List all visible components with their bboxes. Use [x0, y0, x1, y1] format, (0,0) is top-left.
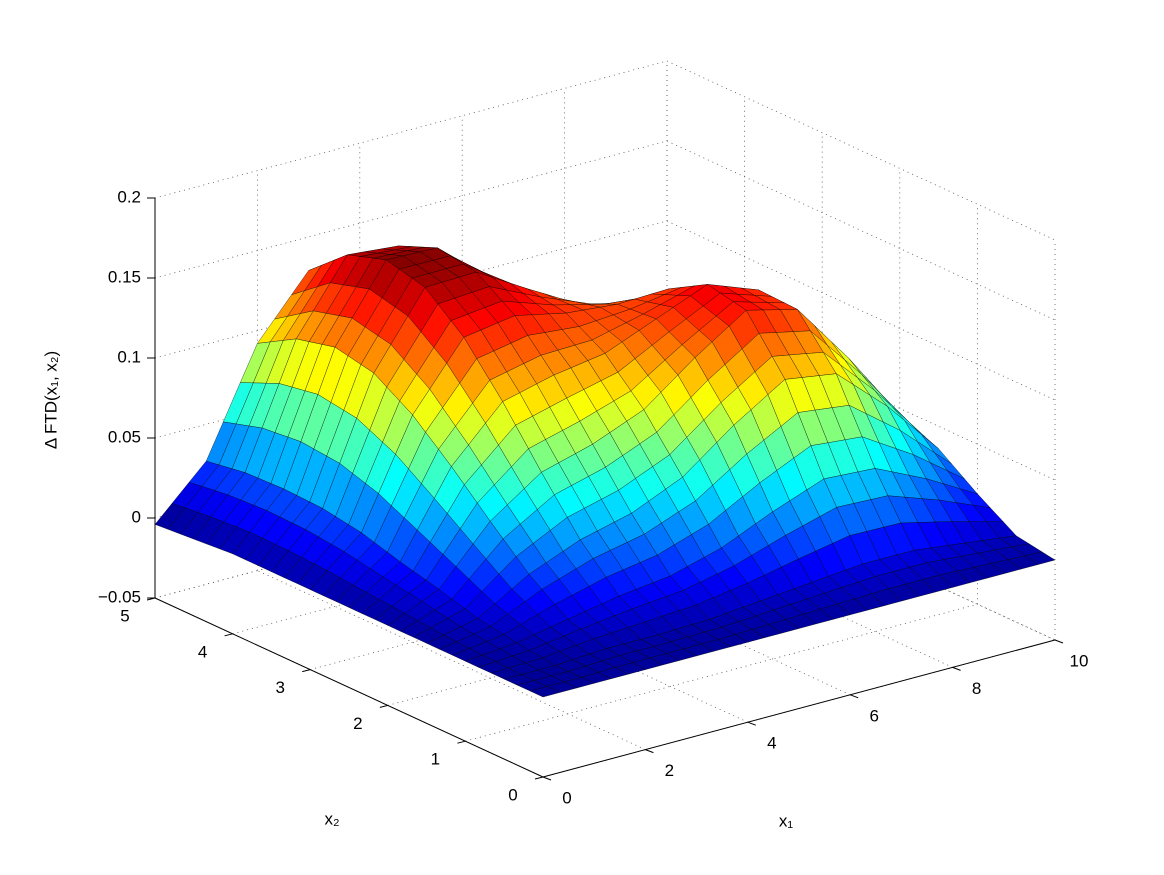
y-tick-label: 2	[353, 714, 362, 733]
y-tick	[224, 633, 233, 637]
z-tick-label: −0.05	[98, 587, 141, 606]
z-tick-label: 0	[132, 507, 141, 526]
y-tick-label: 3	[275, 678, 284, 697]
grid-line	[666, 60, 1056, 241]
x-tick	[850, 694, 859, 699]
surface-face	[529, 686, 561, 698]
grid-line	[465, 603, 978, 742]
x-tick-label: 4	[767, 734, 776, 753]
z-tick-label: 0.2	[117, 187, 141, 206]
z-tick-label: 0.05	[108, 427, 141, 446]
x-tick	[645, 749, 654, 754]
x-axis	[542, 639, 1056, 778]
y-tick	[146, 597, 156, 601]
x-tick	[1054, 639, 1064, 644]
y-tick	[302, 669, 311, 673]
z-tick-label: 0.1	[117, 347, 141, 366]
x-axis-title: x₁	[779, 811, 794, 830]
x-tick	[952, 666, 961, 671]
y-tick-label: 1	[431, 750, 440, 769]
y-tick-label: 4	[198, 642, 207, 661]
x-tick-label: 10	[1070, 651, 1089, 670]
y-tick-label: 0	[508, 785, 517, 804]
y-tick	[379, 704, 388, 708]
z-tick-label: 0.15	[108, 267, 141, 286]
x-tick-label: 0	[562, 788, 571, 807]
y-tick	[534, 776, 544, 780]
y-axis-title: x₂	[324, 809, 339, 828]
x-tick	[747, 721, 756, 726]
x-tick-label: 2	[665, 761, 674, 780]
z-axis-title: Δ FTD(x₁, x₂)	[41, 351, 60, 449]
x-tick	[542, 776, 552, 781]
y-tick	[457, 740, 466, 744]
y-axis	[154, 597, 544, 778]
x-tick-label: 8	[972, 679, 981, 698]
x-tick-label: 6	[869, 706, 878, 725]
y-tick-label: 5	[120, 606, 129, 625]
grid-line	[154, 140, 668, 279]
grid-line	[154, 60, 668, 199]
